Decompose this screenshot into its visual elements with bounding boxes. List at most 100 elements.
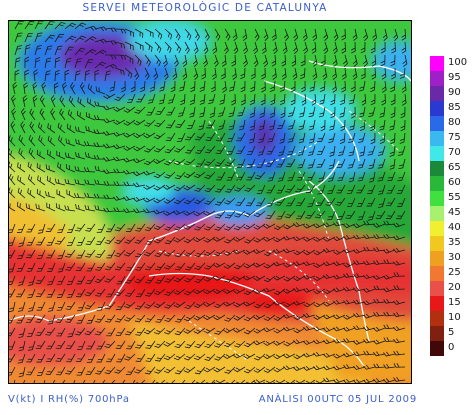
- wind-barb: [9, 161, 16, 173]
- wind-barb: [224, 314, 236, 322]
- wind-barb: [309, 80, 316, 92]
- wind-barb: [273, 223, 286, 231]
- wind-barb: [9, 148, 16, 160]
- wind-barb: [307, 158, 316, 169]
- wind-barb: [295, 197, 306, 207]
- wind-barb: [45, 327, 56, 336]
- wind-barb: [253, 223, 266, 230]
- wind-barb: [54, 33, 65, 43]
- wind-barb: [309, 132, 316, 144]
- wind-barb: [184, 340, 196, 349]
- wind-barb: [276, 184, 286, 194]
- legend-swatch: [430, 311, 444, 326]
- wind-barb: [145, 353, 156, 362]
- wind-barb: [353, 223, 366, 229]
- wind-barb: [332, 41, 338, 54]
- wind-barb: [45, 191, 56, 199]
- wind-barb: [34, 57, 41, 69]
- wind-barb: [124, 236, 136, 244]
- wind-barb: [184, 41, 190, 54]
- wind-barb: [343, 235, 356, 240]
- wind-barb: [336, 184, 346, 194]
- wind-barb: [123, 181, 136, 187]
- wind-barb: [333, 299, 346, 305]
- wind-barb: [114, 41, 126, 49]
- wind-barb: [401, 41, 407, 54]
- wind-barb: [26, 353, 36, 363]
- wind-barb: [283, 223, 296, 230]
- wind-barb: [353, 299, 366, 305]
- wind-barb: [133, 119, 146, 126]
- wind-barb: [323, 365, 336, 371]
- wind-barb: [367, 184, 376, 195]
- wind-barb: [325, 197, 336, 206]
- wind-barb: [229, 80, 236, 92]
- wind-barb: [106, 249, 116, 259]
- wind-barb: [104, 236, 116, 245]
- wind-barb: [380, 41, 386, 54]
- wind-barb: [203, 41, 209, 54]
- wind-barb: [276, 158, 286, 168]
- wind-barb: [57, 122, 66, 134]
- wind-barb: [164, 262, 176, 270]
- wind-barb: [390, 54, 396, 67]
- wind-barb: [233, 262, 246, 270]
- wind-barb: [9, 223, 16, 234]
- wind-barb: [244, 184, 256, 192]
- wind-barb: [363, 300, 376, 306]
- wind-barb: [25, 203, 36, 212]
- wind-barb: [74, 47, 86, 56]
- wind-barb: [114, 28, 127, 34]
- wind-barb: [231, 93, 236, 106]
- wind-barb: [311, 93, 317, 106]
- wind-barb: [149, 80, 156, 92]
- wind-barb: [17, 353, 26, 364]
- wind-barb: [386, 184, 396, 194]
- legend-entry: 25: [430, 266, 474, 281]
- wind-barb: [204, 28, 210, 41]
- wind-barb: [302, 28, 308, 41]
- wind-barb: [86, 353, 96, 363]
- wind-barb: [206, 119, 216, 129]
- wind-barb: [385, 210, 396, 220]
- wind-barb: [127, 93, 136, 104]
- wind-barb: [284, 28, 289, 41]
- wind-barb: [154, 249, 166, 258]
- wind-barb: [314, 210, 326, 219]
- wind-barb: [323, 236, 336, 242]
- wind-barb: [263, 262, 276, 269]
- wind-barb: [74, 70, 81, 82]
- wind-barb: [28, 134, 36, 147]
- wind-barb: [283, 235, 296, 241]
- wind-barb: [205, 132, 216, 141]
- wind-barb: [305, 210, 316, 219]
- wind-barb: [389, 158, 396, 170]
- wind-barb: [113, 131, 126, 137]
- wind-barb: [183, 223, 196, 230]
- wind-barb: [26, 223, 36, 233]
- wind-barb: [371, 67, 377, 80]
- wind-barb: [143, 132, 156, 139]
- wind-barb: [236, 158, 246, 168]
- wind-barb: [225, 184, 236, 193]
- wind-barb: [298, 132, 306, 144]
- wind-barb: [323, 28, 329, 41]
- wind-barb: [285, 184, 296, 193]
- wind-barb: [234, 210, 246, 218]
- wind-barb: [300, 80, 306, 93]
- wind-barb: [203, 301, 216, 307]
- wind-barb: [124, 314, 136, 322]
- wind-barb: [345, 210, 356, 219]
- wind-barb: [226, 132, 236, 142]
- wind-barb: [293, 366, 306, 371]
- wind-barb: [293, 249, 306, 256]
- wind-barb: [215, 145, 226, 154]
- wind-barb: [143, 170, 156, 176]
- wind-barb: [214, 210, 226, 219]
- wind-barb: [123, 301, 136, 309]
- wind-barb: [155, 314, 166, 323]
- wind-barb: [183, 275, 196, 283]
- wind-barb: [313, 365, 326, 371]
- wind-barb: [271, 28, 277, 41]
- wind-barb: [133, 197, 146, 202]
